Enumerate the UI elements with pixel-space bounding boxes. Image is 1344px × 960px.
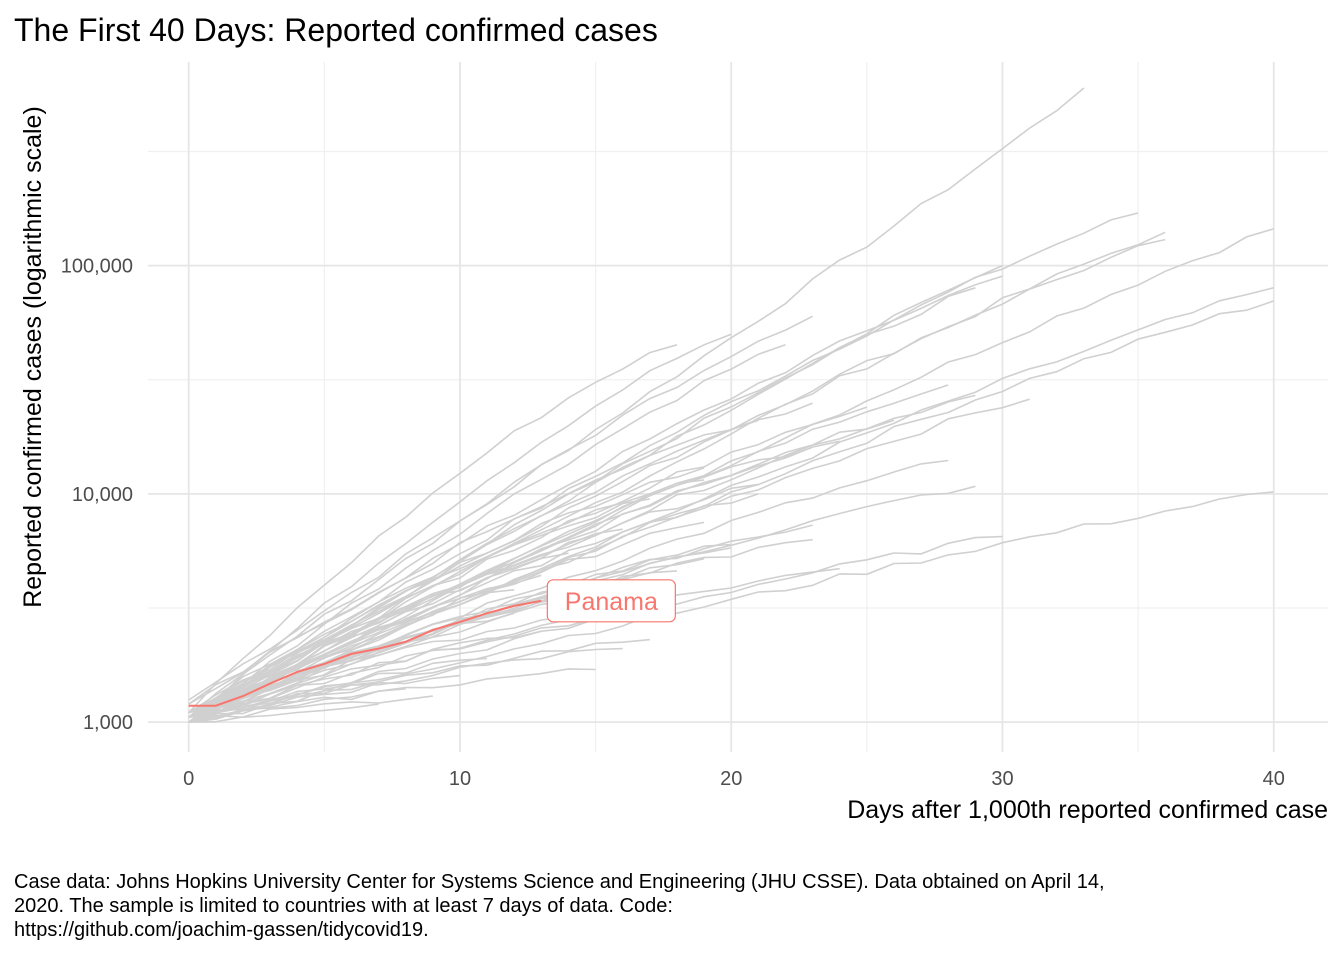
background-series-line: [188, 398, 1030, 719]
highlight-label: Panama: [565, 588, 658, 616]
chart-caption: Case data: Johns Hopkins University Cent…: [14, 870, 1314, 942]
background-series-line: [188, 467, 705, 719]
x-tick-label: 30: [991, 768, 1013, 790]
x-tick-label: 20: [720, 768, 742, 790]
background-series-lines: [188, 87, 1274, 723]
highlight-label-box: [546, 579, 676, 623]
y-tick-label: 100,000: [61, 256, 133, 278]
background-series-line: [188, 287, 1274, 719]
x-tick-label: 10: [449, 768, 471, 790]
background-series-line: [188, 547, 732, 723]
background-series-line: [188, 344, 678, 714]
x-tick-label: 0: [183, 768, 194, 790]
axis-ticks: 0 10 20 30 40 1,000 10,000 100,000: [61, 256, 1285, 790]
background-series-line: [188, 703, 379, 723]
background-series-line: [188, 695, 433, 723]
background-series-line: [188, 574, 542, 723]
background-series-line: [188, 287, 976, 723]
background-series-line: [188, 419, 759, 705]
background-series-line: [188, 528, 623, 718]
background-series-line: [188, 333, 732, 723]
chart-plot: Panama 0 10 20 30 40 1,000 10,000 100,000 Repor…: [19, 62, 1328, 824]
background-series-line: [188, 630, 542, 723]
caption-line: 2020. The sample is limited to countries…: [14, 895, 673, 917]
caption-line: https://github.com/joachim-gassen/tidyco…: [14, 919, 429, 941]
y-tick-label: 10,000: [72, 484, 133, 506]
background-series-line: [188, 552, 569, 723]
background-series-line: [188, 300, 1274, 723]
background-series-line: [188, 87, 1085, 701]
background-series-line: [188, 491, 1274, 723]
caption-line: Case data: Johns Hopkins University Cent…: [14, 871, 1105, 893]
highlight-series-layer: Panama: [188, 579, 676, 707]
x-axis-title: Days after 1,000th reported confirmed ca…: [847, 796, 1328, 824]
x-tick-label: 40: [1263, 768, 1285, 790]
background-series-line: [188, 402, 813, 718]
background-series-line: [188, 657, 488, 723]
background-series-line: [188, 589, 515, 714]
background-series-line: [188, 344, 786, 723]
chart-title: The First 40 Days: Reported confirmed ca…: [14, 12, 658, 48]
y-axis-title: Reported confirmed cases (logarithmic sc…: [19, 106, 47, 608]
highlight-series-line: [188, 599, 542, 707]
y-tick-label: 1,000: [83, 712, 133, 734]
